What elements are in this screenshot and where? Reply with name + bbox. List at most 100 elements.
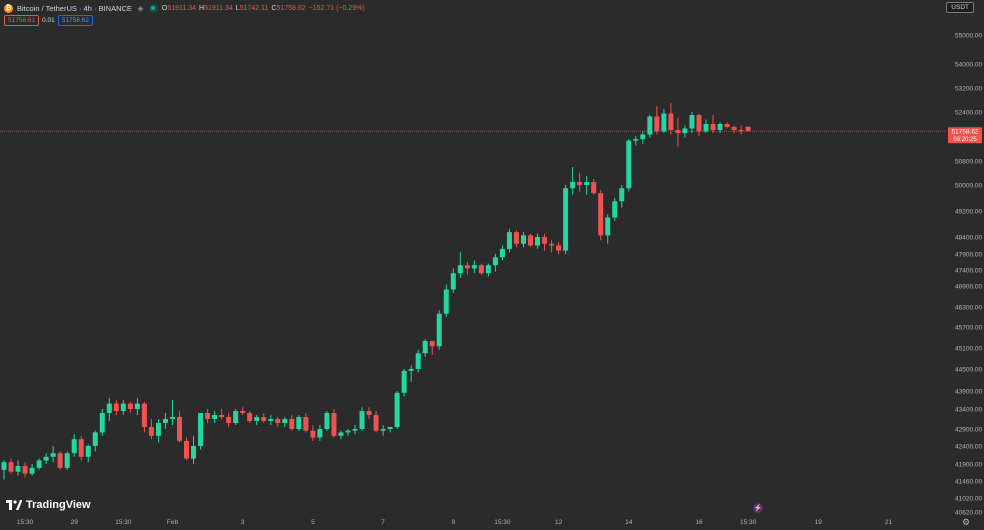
y-tick-label: 46900.00 — [955, 284, 982, 291]
candle-body — [584, 182, 590, 185]
candle-body — [598, 193, 604, 236]
currency-button[interactable]: USDT — [946, 2, 974, 13]
y-tick-label: 47400.00 — [955, 268, 982, 275]
candle-body — [738, 130, 744, 131]
candle-body — [422, 341, 428, 354]
ohlc-change: −152.71 (−0.29%) — [308, 4, 365, 12]
candle-body — [535, 237, 541, 246]
x-tick-label: 7 — [381, 519, 385, 526]
candle-body — [745, 126, 751, 132]
eye-icon[interactable]: ◈ — [137, 3, 144, 13]
candle-body — [513, 232, 519, 244]
candle-body — [331, 413, 337, 436]
candle-body — [394, 392, 400, 427]
x-tick-label: 21 — [885, 519, 893, 526]
candle-body — [696, 115, 702, 132]
candle-body — [240, 411, 246, 413]
candle-body — [212, 415, 218, 419]
x-tick-label: 15:30 — [494, 519, 511, 526]
x-tick-label: 9 — [451, 519, 455, 526]
candle-body — [282, 419, 288, 423]
candle-body — [177, 417, 182, 441]
symbol-title[interactable]: Bitcoin / TetherUS · 4h · BINANCE — [17, 3, 132, 13]
candle-body — [113, 403, 119, 411]
candle-body — [261, 417, 267, 421]
candle-body — [528, 235, 533, 246]
candle-body — [717, 124, 723, 130]
y-tick-label: 48400.00 — [955, 235, 982, 242]
ohlc-close: C51758.62 — [271, 4, 306, 12]
candle-body — [233, 411, 239, 423]
candle-body — [22, 465, 28, 474]
candle-body — [198, 413, 204, 446]
candle-body — [43, 456, 49, 461]
x-tick-label: 12 — [555, 519, 563, 526]
buy-price-button[interactable]: 51758.62 — [57, 15, 93, 26]
candle-body — [324, 413, 330, 429]
y-tick-label: 41900.00 — [955, 462, 982, 469]
ohlc-open: O51911.34 — [161, 4, 197, 12]
y-tick-label: 49200.00 — [955, 209, 982, 216]
x-tick-label: 16 — [695, 519, 703, 526]
y-tick-label: 43400.00 — [955, 407, 982, 414]
sell-price-button[interactable]: 51758.61 — [4, 15, 40, 26]
symbol-header: ₿ Bitcoin / TetherUS · 4h · BINANCE ◈ O5… — [4, 2, 365, 14]
tradingview-logo[interactable]: TradingView — [6, 499, 91, 511]
candle-body — [654, 116, 660, 132]
x-tick-label: 19 — [815, 519, 823, 526]
candle-body — [254, 417, 260, 421]
candle-body — [184, 440, 190, 459]
ohlc-high: H51911.34 — [199, 4, 233, 12]
candle-body — [619, 188, 625, 202]
candle-body — [275, 419, 281, 423]
candle-body — [296, 417, 302, 429]
candle-body — [338, 432, 344, 436]
candle-body — [71, 439, 77, 454]
candle-body — [352, 429, 358, 431]
candle-body — [141, 403, 147, 427]
candle-body — [415, 353, 421, 369]
candle-body — [464, 265, 470, 269]
ohlc-low: L51742.11 — [235, 4, 269, 12]
candle-body — [612, 201, 618, 218]
y-tick-label: 52400.00 — [955, 110, 982, 117]
y-tick-label: 47900.00 — [955, 252, 982, 259]
candle-body — [345, 430, 351, 433]
candle-body — [401, 370, 407, 393]
candle-body — [478, 265, 484, 274]
candle-body — [191, 446, 197, 459]
y-tick-label: 54000.00 — [955, 62, 982, 69]
candle-body — [317, 429, 323, 438]
candle-body — [577, 182, 583, 185]
candle-body — [85, 446, 91, 457]
lightning-icon[interactable]: ⚡ — [753, 503, 763, 513]
gear-icon[interactable]: ⚙ — [962, 517, 971, 527]
candle-body — [520, 235, 526, 244]
candle-body — [492, 257, 498, 266]
candle-body — [689, 115, 695, 129]
y-tick-label: 46300.00 — [955, 305, 982, 312]
x-tick-label: 15:30 — [740, 519, 757, 526]
tradingview-logo-text: TradingView — [26, 499, 91, 511]
candle-body — [542, 237, 548, 244]
candle-body — [78, 439, 84, 457]
candle-body — [57, 453, 63, 468]
y-tick-label: 45700.00 — [955, 325, 982, 332]
candle-body — [703, 124, 709, 132]
x-tick-label: Feb — [167, 519, 179, 526]
candle-body — [155, 423, 161, 436]
candle-body — [127, 403, 133, 409]
countdown-label: 03:20:25 — [953, 137, 977, 143]
candle-body — [169, 417, 175, 419]
candle-body — [682, 128, 688, 133]
candle-body — [724, 124, 730, 127]
candle-body — [289, 419, 295, 429]
candle-body — [387, 427, 393, 429]
candle-body — [226, 417, 232, 423]
candle-body — [443, 289, 449, 314]
x-tick-label: 3 — [241, 519, 245, 526]
y-tick-label: 42400.00 — [955, 444, 982, 451]
candle-body — [205, 413, 211, 419]
y-tick-label: 50800.00 — [955, 159, 982, 166]
